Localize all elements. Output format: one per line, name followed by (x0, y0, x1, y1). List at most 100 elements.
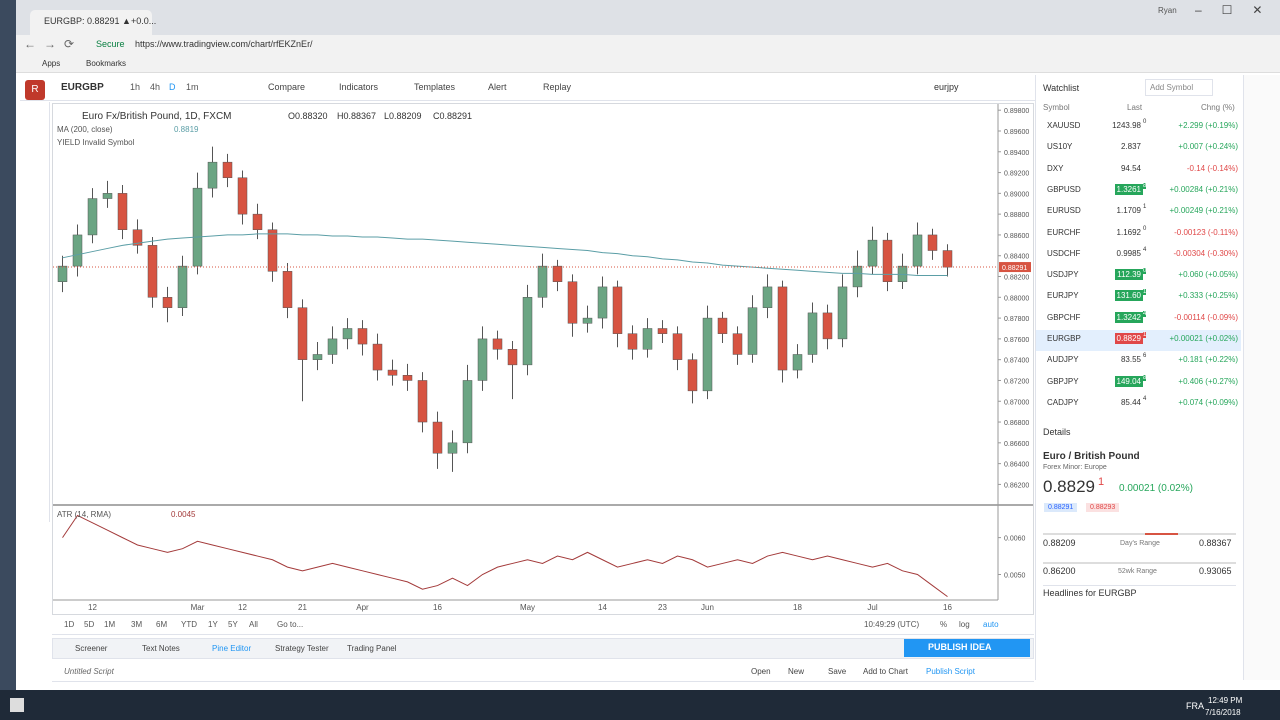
start-button[interactable] (10, 698, 24, 712)
candle-body (777, 286, 788, 371)
goto[interactable]: Go to... (277, 620, 304, 629)
watchlist-symbol[interactable]: USDJPY (1047, 270, 1079, 280)
watchlist-symbol[interactable]: CADJPY (1047, 397, 1079, 407)
ma-line (62, 233, 948, 276)
script-action[interactable]: Open (751, 667, 771, 676)
toolbar-button[interactable]: Indicators (339, 82, 379, 92)
bookmarks[interactable]: Bookmarks (86, 59, 127, 68)
logo[interactable]: R (25, 80, 45, 100)
range-button[interactable]: 1Y (208, 620, 218, 629)
interval[interactable]: D (169, 82, 176, 92)
taskbar (0, 690, 1280, 720)
toolbar-button[interactable]: Compare (268, 82, 306, 92)
watchlist-symbol[interactable]: EURJPY (1047, 291, 1079, 301)
candle-body (687, 359, 698, 392)
watchlist-symbol[interactable]: GBPJPY (1047, 376, 1079, 386)
panel-tab[interactable]: Trading Panel (347, 644, 397, 653)
range-button[interactable]: 1D (64, 620, 75, 629)
y-tick-label: 0.89800 (1004, 108, 1029, 115)
watchlist-pip: 4 (1143, 310, 1147, 317)
watchlist-symbol[interactable]: EURUSD (1047, 206, 1081, 216)
script-name: Untitled Script (64, 667, 114, 676)
candle-body (177, 265, 188, 308)
candle-body (702, 317, 713, 392)
interval[interactable]: 1m (186, 82, 199, 92)
wk-low: 0.86200 (1043, 566, 1076, 576)
watchlist-symbol[interactable]: US10Y (1047, 142, 1073, 152)
watchlist-symbol[interactable]: GBPUSD (1047, 184, 1081, 194)
candle-body (117, 193, 128, 230)
tab[interactable]: EURGBP: 0.88291 ▲+0.0... (30, 10, 156, 35)
watchlist-symbol[interactable]: EURGBP (1047, 334, 1081, 343)
scale-option[interactable]: % (940, 620, 948, 629)
scale-option[interactable]: log (959, 620, 970, 629)
script-action[interactable]: Save (828, 667, 847, 676)
candle-body (912, 234, 923, 267)
range-button[interactable]: YTD (181, 620, 197, 629)
candle-body (57, 265, 68, 282)
atr-legend: ATR (14, RMA) (57, 510, 111, 519)
candle-body (897, 265, 908, 282)
script-action[interactable]: New (788, 667, 805, 676)
symbol[interactable]: EURGBP (61, 82, 104, 93)
candle-body (222, 161, 233, 179)
interval[interactable]: 4h (150, 82, 161, 92)
watchlist-symbol[interactable]: GBPCHF (1047, 312, 1081, 322)
toolbar-button[interactable]: Templates (414, 82, 456, 92)
candle-body (372, 343, 383, 371)
apps[interactable]: Apps (42, 59, 61, 68)
candle-body (447, 442, 458, 454)
range-button[interactable]: 5D (84, 620, 95, 629)
watchlist-symbol[interactable]: XAUUSD (1047, 121, 1081, 130)
candle-body (567, 281, 578, 324)
y-tick-label: 0.86400 (1004, 462, 1029, 469)
url[interactable]: https://www.tradingview.com/chart/rfEKZn… (135, 39, 313, 49)
panel-tab[interactable]: Pine Editor (212, 644, 252, 653)
x-tick-label: 23 (658, 603, 667, 612)
publish-idea[interactable]: PUBLISH IDEA (904, 639, 1030, 657)
watchlist-last: 149.04 (1114, 375, 1143, 387)
watchlist-pip: 4 (1143, 395, 1147, 402)
candle-body (252, 213, 263, 230)
watchlist-last: 85.44 (1120, 397, 1141, 407)
add-symbol[interactable]: Add Symbol (1145, 79, 1213, 96)
nav-buttons[interactable]: ←→⟳ (24, 37, 83, 51)
range-button[interactable]: 3M (131, 620, 143, 629)
range-button[interactable]: 1M (104, 620, 116, 629)
toolbar-button[interactable]: Replay (543, 82, 572, 92)
panel-tab[interactable]: Text Notes (142, 644, 180, 653)
x-tick-label: May (520, 603, 535, 612)
x-tick-label: 16 (433, 603, 442, 612)
panel-tab[interactable]: Screener (75, 644, 108, 653)
headlines[interactable]: Headlines for EURGBP (1043, 585, 1236, 598)
candle-body (552, 265, 563, 282)
day-label: Day's Range (1120, 540, 1160, 547)
watchlist-symbol[interactable]: AUDJPY (1047, 355, 1079, 365)
candle-body (72, 234, 83, 267)
window-controls[interactable]: –☐✕ (1195, 3, 1280, 17)
layout-name[interactable]: eurjpy (934, 82, 959, 92)
watchlist-symbol[interactable]: EURCHF (1047, 227, 1081, 237)
clock-utc: 10:49:29 (UTC) (864, 620, 920, 629)
watchlist-pip: 1 (1143, 289, 1147, 296)
toolbar-button[interactable]: Alert (488, 82, 507, 92)
range-button[interactable]: 6M (156, 620, 168, 629)
script-action[interactable]: Publish Script (926, 667, 975, 676)
watchlist-change: +2.299 (+0.19%) (1178, 121, 1238, 130)
scale-option[interactable]: auto (983, 620, 999, 629)
wk-high: 0.93065 (1199, 566, 1232, 576)
watchlist-symbol[interactable]: USDCHF (1047, 248, 1081, 258)
range-button[interactable]: All (249, 620, 258, 629)
panel-tab[interactable]: Strategy Tester (275, 644, 329, 653)
candle-body (837, 286, 848, 340)
candle-body (672, 333, 683, 360)
x-tick-label: Apr (356, 603, 369, 612)
watchlist-symbol[interactable]: DXY (1047, 163, 1064, 173)
tv-toolbar (20, 75, 1035, 101)
script-action[interactable]: Add to Chart (863, 667, 908, 676)
x-tick-label: 12 (88, 603, 97, 612)
interval[interactable]: 1h (130, 82, 141, 92)
range-button[interactable]: 5Y (228, 620, 238, 629)
details-name: Euro / British Pound (1043, 451, 1140, 462)
candle-body (357, 328, 368, 345)
